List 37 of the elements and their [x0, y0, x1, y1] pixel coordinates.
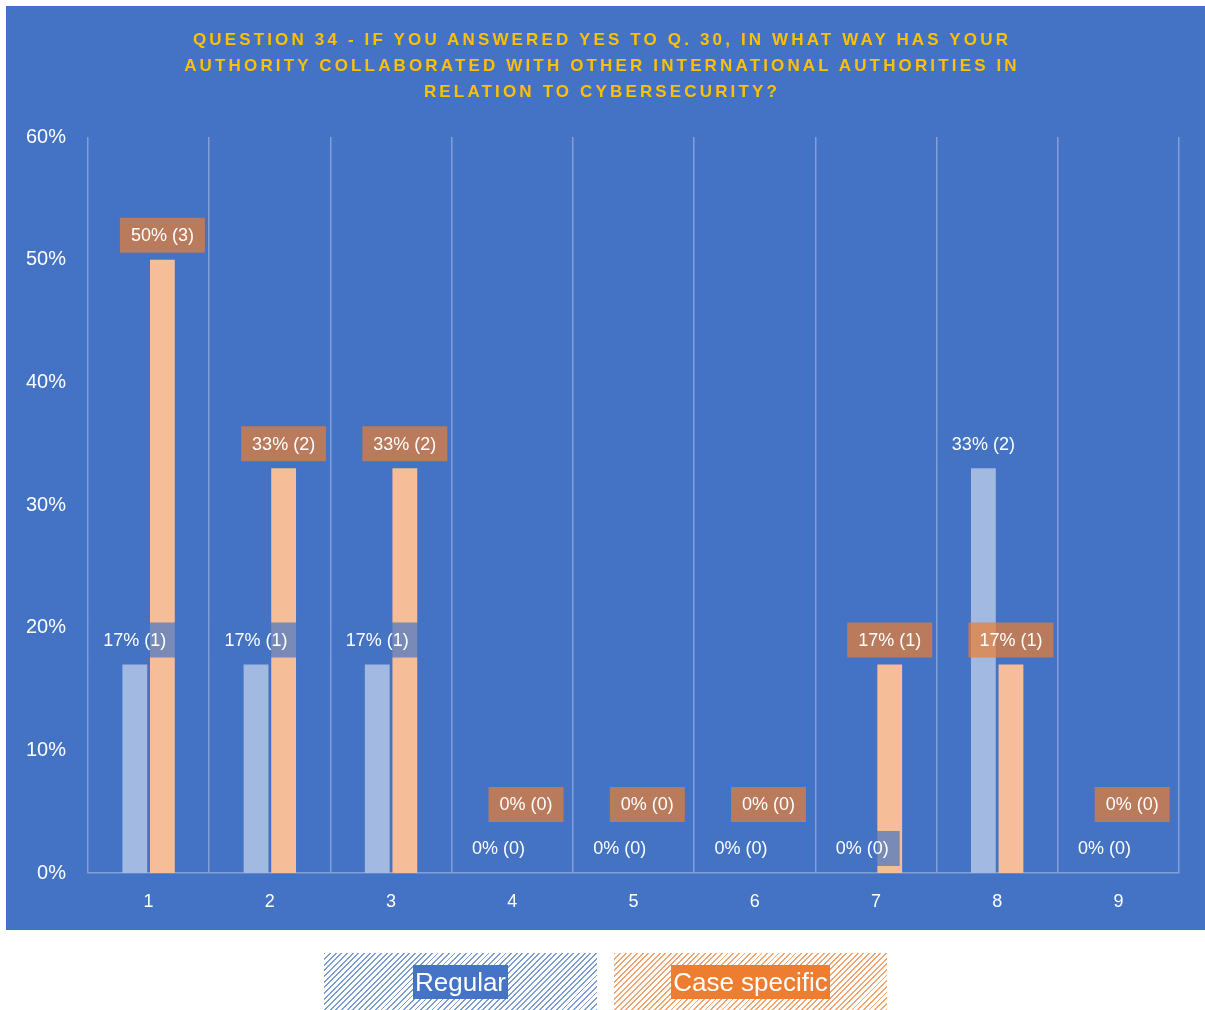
data-label: 33% (2): [373, 433, 437, 454]
text: Case specific: [671, 964, 830, 999]
data-label: 0% (0): [1078, 838, 1132, 859]
data-label: 17% (1): [345, 629, 409, 650]
x-tick-label: 4: [507, 890, 518, 911]
data-label: 17% (1): [103, 629, 167, 650]
data-label: 17% (1): [858, 629, 922, 650]
x-tick-label: 2: [264, 890, 275, 911]
data-label: 0% (0): [471, 838, 525, 859]
x-tick-label: 6: [749, 890, 760, 911]
text: Regular: [412, 964, 509, 999]
x-tick-label: 3: [386, 890, 397, 911]
x-tick-label: 5: [628, 890, 639, 911]
x-tick-label: 1: [143, 890, 154, 911]
data-label: 0% (0): [499, 794, 553, 815]
data-label: 0% (0): [835, 838, 889, 859]
data-label: 0% (0): [1105, 794, 1159, 815]
y-tick-label: 50%: [25, 247, 67, 270]
x-tick-label: 9: [1113, 890, 1124, 911]
chart-title: QUESTION 34 - IF YOU ANSWERED YES TO Q. 30, IN WHAT WAY HAS YOUR AUTHORITY COLLABORATED WITH OTHER INTERNATIONAL AUTHORITIES IN RELATION TO CYBERSECURITY?: [183, 29, 1021, 103]
data-label: 17% (1): [224, 629, 288, 650]
data-label: 0% (0): [742, 794, 796, 815]
y-tick-label: 40%: [25, 369, 67, 392]
data-label: 33% (2): [951, 433, 1015, 454]
data-label: 33% (2): [252, 433, 316, 454]
y-tick-label: 30%: [25, 492, 67, 515]
data-label: 50% (3): [130, 225, 194, 246]
x-tick-label: 8: [992, 890, 1003, 911]
y-tick-label: 20%: [25, 615, 67, 638]
data-label: 0% (0): [620, 794, 674, 815]
data-label: 0% (0): [714, 838, 768, 859]
x-tick-label: 7: [870, 890, 881, 911]
data-label: 17% (1): [979, 629, 1043, 650]
y-tick-label: 0%: [37, 860, 67, 883]
data-label: 0% (0): [593, 838, 647, 859]
y-tick-label: 60%: [25, 124, 67, 147]
y-tick-label: 10%: [25, 737, 67, 760]
